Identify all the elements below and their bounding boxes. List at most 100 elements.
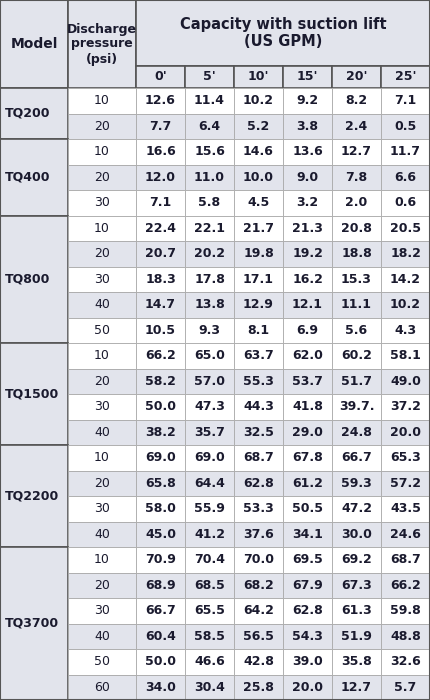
Bar	[234, 470, 283, 496]
Text: 66.2: 66.2	[145, 349, 176, 363]
Text: 46.6: 46.6	[194, 655, 225, 668]
Bar	[332, 318, 381, 343]
Text: 58.2: 58.2	[145, 374, 176, 388]
Bar	[68, 675, 136, 700]
Bar	[332, 598, 381, 624]
Bar	[283, 267, 332, 292]
Text: 69.0: 69.0	[145, 452, 176, 464]
Bar	[68, 419, 136, 445]
Text: 7.1: 7.1	[394, 94, 417, 107]
Text: 20: 20	[94, 374, 110, 388]
Text: 41.2: 41.2	[194, 528, 225, 540]
Bar	[332, 394, 381, 419]
Bar	[332, 88, 381, 113]
Text: 11.4: 11.4	[194, 94, 225, 107]
Text: Model: Model	[10, 37, 58, 51]
Bar	[332, 241, 381, 267]
Bar	[136, 573, 185, 598]
Text: 20.8: 20.8	[341, 222, 372, 235]
Bar	[332, 216, 381, 241]
Text: 18.2: 18.2	[390, 247, 421, 260]
Bar	[68, 624, 136, 649]
Text: 50.0: 50.0	[145, 400, 176, 413]
Text: 20': 20'	[346, 71, 367, 83]
Bar	[381, 368, 430, 394]
Bar	[185, 624, 234, 649]
Bar	[283, 496, 332, 522]
Text: 64.2: 64.2	[243, 604, 274, 617]
Bar	[381, 88, 430, 113]
Text: 48.8: 48.8	[390, 630, 421, 643]
Text: 57.0: 57.0	[194, 374, 225, 388]
Bar	[185, 522, 234, 547]
Text: 30.0: 30.0	[341, 528, 372, 540]
Bar	[332, 190, 381, 216]
Bar	[332, 573, 381, 598]
Text: 35.7: 35.7	[194, 426, 225, 439]
Text: 6.4: 6.4	[198, 120, 221, 133]
Bar	[68, 573, 136, 598]
Text: 17.1: 17.1	[243, 273, 274, 286]
Bar	[0, 343, 68, 445]
Bar	[381, 573, 430, 598]
Bar	[234, 292, 283, 318]
Bar	[381, 496, 430, 522]
Text: 5.8: 5.8	[198, 196, 221, 209]
Bar	[234, 88, 283, 113]
Text: 69.0: 69.0	[194, 452, 225, 464]
Text: 20.7: 20.7	[145, 247, 176, 260]
Text: 12.1: 12.1	[292, 298, 323, 312]
Text: 47.3: 47.3	[194, 400, 225, 413]
Text: 0.5: 0.5	[394, 120, 417, 133]
Bar	[234, 394, 283, 419]
Text: 3.8: 3.8	[297, 120, 319, 133]
Text: 57.2: 57.2	[390, 477, 421, 490]
Text: 49.0: 49.0	[390, 374, 421, 388]
Text: 60: 60	[94, 680, 110, 694]
Bar	[283, 164, 332, 190]
Bar	[185, 241, 234, 267]
Text: TQ1500: TQ1500	[5, 388, 59, 400]
Bar	[381, 343, 430, 368]
Bar	[332, 547, 381, 573]
Text: 13.8: 13.8	[194, 298, 225, 312]
Bar	[283, 88, 332, 113]
Text: 64.4: 64.4	[194, 477, 225, 490]
Text: 20: 20	[94, 171, 110, 183]
Text: 13.6: 13.6	[292, 146, 323, 158]
Bar	[381, 190, 430, 216]
Text: 32.5: 32.5	[243, 426, 274, 439]
Bar	[136, 522, 185, 547]
Bar	[381, 419, 430, 445]
Bar	[68, 445, 136, 470]
Text: 10: 10	[94, 146, 110, 158]
Bar	[234, 624, 283, 649]
Text: 34.1: 34.1	[292, 528, 323, 540]
Text: 55.9: 55.9	[194, 503, 225, 515]
Text: 65.8: 65.8	[145, 477, 176, 490]
Bar	[332, 496, 381, 522]
Text: 70.4: 70.4	[194, 553, 225, 566]
Bar	[136, 394, 185, 419]
Bar	[68, 241, 136, 267]
Text: 30: 30	[94, 400, 110, 413]
Text: 7.8: 7.8	[345, 171, 368, 183]
Text: 40: 40	[94, 630, 110, 643]
Bar	[332, 675, 381, 700]
Text: 39.0: 39.0	[292, 655, 323, 668]
Text: 9.3: 9.3	[199, 323, 221, 337]
Bar	[136, 113, 185, 139]
Text: 68.7: 68.7	[390, 553, 421, 566]
Text: 30: 30	[94, 604, 110, 617]
Text: 58.0: 58.0	[145, 503, 176, 515]
Text: 67.3: 67.3	[341, 579, 372, 592]
Bar	[0, 139, 68, 216]
Bar	[68, 113, 136, 139]
Text: 8.2: 8.2	[345, 94, 368, 107]
Text: 43.5: 43.5	[390, 503, 421, 515]
Text: 69.5: 69.5	[292, 553, 323, 566]
Bar	[185, 547, 234, 573]
Bar	[68, 649, 136, 675]
Bar	[136, 675, 185, 700]
Text: 62.8: 62.8	[243, 477, 274, 490]
